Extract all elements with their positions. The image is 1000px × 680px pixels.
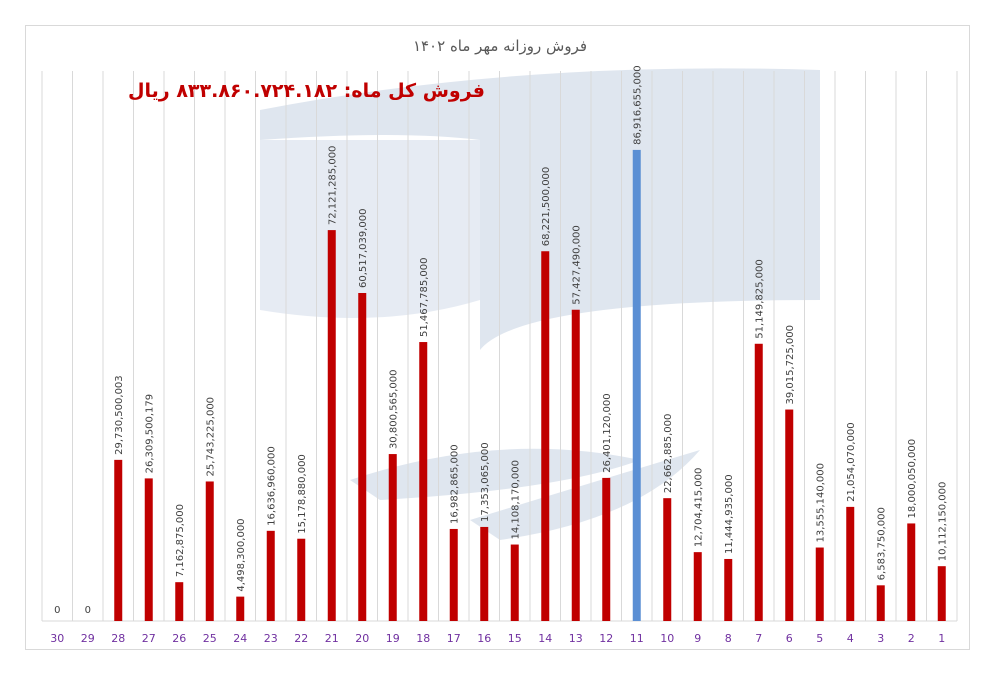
bar-day-21	[327, 230, 336, 621]
x-tick-label: 18	[416, 632, 430, 645]
bar-day-25	[205, 481, 214, 621]
bar-day-20	[358, 292, 367, 621]
data-label-day-30: 0	[54, 605, 60, 616]
bar-day-6	[785, 409, 794, 621]
x-tick-label: 5	[816, 632, 823, 645]
x-tick-label: 29	[81, 632, 95, 645]
shahr-cinema-watermark-logo	[260, 68, 820, 540]
data-label-day-5: 13,555,140,000	[815, 463, 826, 543]
bar-day-10	[663, 498, 672, 621]
data-label-day-10: 22,662,885,000	[663, 414, 674, 494]
data-label-day-11: 86,916,655,000	[632, 65, 643, 145]
data-label-day-2: 18,000,050,000	[907, 439, 918, 519]
x-tick-label: 27	[142, 632, 156, 645]
data-label-day-8: 11,444,935,000	[724, 474, 735, 554]
x-tick-label: 14	[538, 632, 552, 645]
bar-day-12	[602, 477, 611, 621]
bar-day-17	[449, 528, 458, 621]
x-tick-label: 21	[325, 632, 339, 645]
x-tick-label: 2	[908, 632, 915, 645]
data-label-day-23: 16,636,960,000	[266, 446, 277, 526]
bar-day-26	[175, 582, 184, 621]
x-tick-label: 3	[877, 632, 884, 645]
data-label-day-12: 26,401,120,000	[602, 393, 613, 473]
data-label-day-27: 26,309,500,179	[144, 394, 155, 474]
data-label-day-22: 15,178,880,000	[297, 454, 308, 534]
x-tick-label: 17	[447, 632, 461, 645]
bar-day-8	[724, 558, 733, 621]
bar-day-2	[907, 523, 916, 621]
x-tick-label: 22	[294, 632, 308, 645]
data-label-day-29: 0	[85, 605, 91, 616]
bar-day-27	[144, 478, 153, 621]
data-label-day-21: 72,121,285,000	[327, 146, 338, 226]
bar-day-9	[693, 552, 702, 621]
x-tick-label: 6	[786, 632, 793, 645]
data-label-day-24: 4,498,300,000	[236, 518, 247, 591]
x-tick-label: 13	[569, 632, 583, 645]
bar-day-28	[114, 459, 123, 621]
data-label-day-14: 68,221,500,000	[541, 167, 552, 247]
bar-day-24	[236, 596, 245, 621]
bar-day-16	[480, 526, 489, 621]
data-label-day-15: 14,108,170,000	[510, 460, 521, 540]
x-tick-label: 26	[172, 632, 186, 645]
bar-day-19	[388, 454, 397, 621]
x-tick-label: 10	[660, 632, 674, 645]
bar-day-13	[571, 309, 580, 621]
bar-day-14	[541, 251, 550, 621]
bar-day-5	[815, 547, 824, 621]
bar-day-3	[876, 585, 885, 621]
bar-day-15	[510, 544, 519, 621]
data-label-day-1: 10,112,150,000	[937, 482, 948, 562]
monthly-total-annotation: فروش کل ماه: ۸۳۳.۸۶۰.۷۲۴.۱۸۲ ریال	[128, 80, 485, 102]
bar-day-7	[754, 343, 763, 621]
data-label-day-13: 57,427,490,000	[571, 225, 582, 305]
data-label-day-6: 39,015,725,000	[785, 325, 796, 405]
x-tick-label: 1	[938, 632, 945, 645]
x-tick-label: 8	[725, 632, 732, 645]
chart-title: فروش روزانه مهر ماه ۱۴۰۲	[412, 37, 588, 55]
x-tick-label: 11	[630, 632, 644, 645]
bar-day-4	[846, 506, 855, 621]
x-tick-label: 24	[233, 632, 247, 645]
x-tick-label: 12	[599, 632, 613, 645]
data-label-day-28: 29,730,500,003	[114, 375, 125, 455]
bar-day-1	[937, 566, 946, 621]
data-label-day-3: 6,583,750,000	[876, 507, 887, 580]
bar-day-18	[419, 342, 428, 621]
bar-day-23	[266, 530, 275, 621]
data-label-day-20: 60,517,039,000	[358, 208, 369, 288]
x-tick-label: 16	[477, 632, 491, 645]
x-tick-label: 9	[694, 632, 701, 645]
data-label-day-4: 21,054,070,000	[846, 422, 857, 502]
x-tick-label: 20	[355, 632, 369, 645]
x-tick-label: 7	[755, 632, 762, 645]
x-tick-label: 30	[50, 632, 64, 645]
chart-frame	[25, 25, 970, 650]
x-tick-label: 28	[111, 632, 125, 645]
data-label-day-19: 30,800,565,000	[388, 370, 399, 450]
x-tick-label: 25	[203, 632, 217, 645]
data-label-day-18: 51,467,785,000	[419, 258, 430, 338]
bar-day-22	[297, 538, 306, 621]
x-tick-label: 19	[386, 632, 400, 645]
data-label-day-25: 25,743,225,000	[205, 397, 216, 477]
data-label-day-9: 12,704,415,000	[693, 468, 704, 548]
bar-day-11	[632, 149, 641, 621]
data-label-day-7: 51,149,825,000	[754, 259, 765, 339]
data-label-day-26: 7,162,875,000	[175, 504, 186, 577]
data-label-day-17: 16,982,865,000	[449, 444, 460, 524]
x-tick-label: 15	[508, 632, 522, 645]
x-tick-label: 4	[847, 632, 854, 645]
x-tick-label: 23	[264, 632, 278, 645]
data-label-day-16: 17,353,065,000	[480, 442, 491, 522]
